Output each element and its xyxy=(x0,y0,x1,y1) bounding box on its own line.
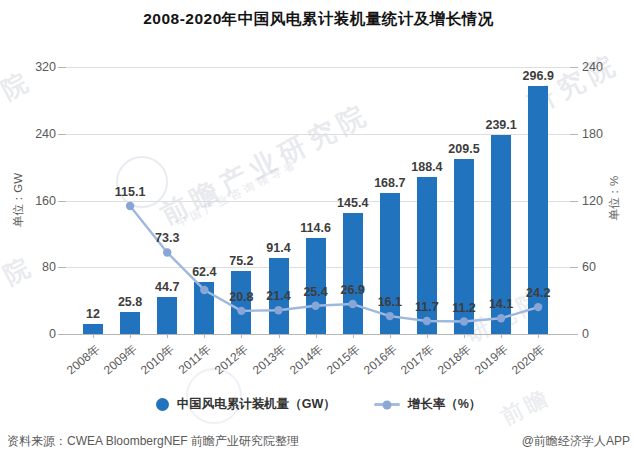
watermark-tagline-text: 中国产业咨询领导者 xyxy=(174,156,301,231)
right-axis-tick-label: 120 xyxy=(582,193,620,209)
line-value-label: 24.2 xyxy=(526,286,550,300)
growth-series-marker-icon xyxy=(374,403,400,406)
line-point-marker xyxy=(163,248,171,256)
bar-value-label: 12 xyxy=(86,307,100,321)
x-tick xyxy=(204,334,205,338)
x-tick xyxy=(130,334,131,338)
line-value-label: 115.1 xyxy=(115,185,146,199)
bar-value-label: 75.2 xyxy=(229,254,253,268)
legend-label-capacity: 中国风电累计装机量（GW） xyxy=(177,396,336,413)
legend-item-capacity: 中国风电累计装机量（GW） xyxy=(156,396,336,413)
x-tick xyxy=(390,334,391,338)
line-point-marker xyxy=(126,202,134,210)
bar-value-label: 114.6 xyxy=(300,221,331,235)
bar-value-label: 145.4 xyxy=(337,196,368,210)
left-axis-tick-label: 320 xyxy=(18,59,56,75)
chart-canvas: 2008-2020年中国风电累计装机量统计及增长情况 前瞻产业研究院 中国产业咨… xyxy=(0,0,637,458)
line-value-label: 14.1 xyxy=(489,297,513,311)
line-value-label: 11.7 xyxy=(415,300,439,314)
gridline-320 xyxy=(66,67,570,68)
left-axis-tick-label: 160 xyxy=(18,193,56,209)
x-tick xyxy=(464,334,465,338)
bar-value-label: 91.4 xyxy=(266,241,290,255)
right-tick-0 xyxy=(570,334,578,335)
right-axis-tick-label: 0 xyxy=(582,326,620,342)
bar-2008年 xyxy=(83,324,103,334)
bar-value-label: 188.4 xyxy=(411,160,442,174)
left-tick-80 xyxy=(58,267,66,268)
x-tick xyxy=(353,334,354,338)
chart-title: 2008-2020年中国风电累计装机量统计及增长情况 xyxy=(0,9,637,30)
left-tick-0 xyxy=(58,334,66,335)
line-value-label: 11.2 xyxy=(452,301,476,315)
x-tick xyxy=(93,334,94,338)
left-tick-240 xyxy=(58,134,66,135)
x-tick xyxy=(538,334,539,338)
right-tick-80 xyxy=(570,267,578,268)
chart-legend: 中国风电累计装机量（GW） 增长率（%） xyxy=(0,396,637,413)
left-tick-320 xyxy=(58,67,66,68)
bar-value-label: 25.8 xyxy=(118,295,142,309)
right-axis-tick-label: 60 xyxy=(582,259,620,275)
x-tick xyxy=(316,334,317,338)
right-axis-tick-label: 180 xyxy=(582,126,620,142)
line-value-label: 20.8 xyxy=(229,290,253,304)
x-tick xyxy=(427,334,428,338)
gridline-0 xyxy=(66,334,570,335)
x-tick xyxy=(241,334,242,338)
line-value-label: 16.1 xyxy=(378,295,402,309)
legend-item-growth: 增长率（%） xyxy=(374,396,482,413)
bar-value-label: 296.9 xyxy=(523,69,554,83)
line-value-label: 26.9 xyxy=(341,283,365,297)
line-value-label: 25.4 xyxy=(303,285,327,299)
bar-2015年 xyxy=(343,213,363,334)
bar-2016年 xyxy=(380,193,400,334)
left-axis-tick-label: 80 xyxy=(18,259,56,275)
right-tick-160 xyxy=(570,201,578,202)
capacity-series-marker-icon xyxy=(156,398,169,411)
x-tick xyxy=(279,334,280,338)
left-tick-160 xyxy=(58,201,66,202)
bar-2009年 xyxy=(120,312,140,334)
bar-2010年 xyxy=(157,297,177,334)
x-tick xyxy=(501,334,502,338)
left-axis-tick-label: 0 xyxy=(18,326,56,342)
bar-value-label: 62.4 xyxy=(192,265,216,279)
right-tick-320 xyxy=(570,67,578,68)
x-tick xyxy=(167,334,168,338)
legend-label-growth: 增长率（%） xyxy=(408,396,482,413)
line-value-label: 73.3 xyxy=(155,231,179,245)
left-axis-tick-label: 240 xyxy=(18,126,56,142)
right-tick-240 xyxy=(570,134,578,135)
source-note: 资料来源：CWEA BloombergNEF 前瞻产业研究院整理 xyxy=(7,433,299,450)
credit-note: @前瞻经济学人APP xyxy=(522,433,630,450)
bar-value-label: 44.7 xyxy=(155,280,179,294)
bar-value-label: 168.7 xyxy=(374,176,405,190)
line-value-label: 21.4 xyxy=(266,289,290,303)
bar-2011年 xyxy=(194,282,214,334)
bar-value-label: 239.1 xyxy=(485,118,516,132)
right-axis-tick-label: 240 xyxy=(582,59,620,75)
bar-value-label: 209.5 xyxy=(448,142,479,156)
